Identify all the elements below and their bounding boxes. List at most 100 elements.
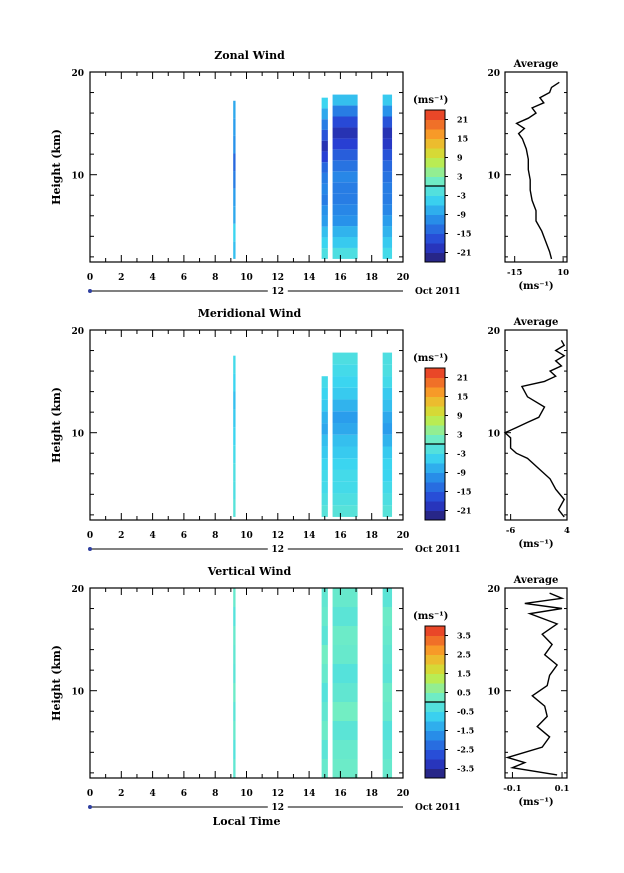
heat-cell [233, 355, 236, 374]
colorbar-tick-label: -3.5 [457, 764, 474, 774]
heat-cell [321, 626, 328, 645]
x-tick-label: 4 [149, 273, 155, 283]
heat-cell [321, 664, 328, 683]
day-label: 12 [272, 803, 285, 813]
heat-cell [332, 588, 358, 607]
average-title: Average [513, 59, 559, 70]
colorbar-segment [425, 482, 445, 492]
heat-cell [233, 607, 236, 626]
colorbar-tick-label: -9 [457, 468, 466, 478]
average-x-label: (ms⁻¹) [518, 281, 553, 292]
heat-cell [233, 445, 236, 464]
heat-cell [382, 247, 393, 259]
heat-cell [332, 607, 358, 626]
colorbar-tick-label: 9 [457, 153, 463, 163]
colorbar-tick-label: 21 [457, 115, 468, 125]
colorbar-segment [425, 148, 445, 158]
heat-cell [382, 237, 393, 248]
heat-cell [382, 607, 393, 626]
average-profile-line [505, 592, 565, 776]
heat-cell [382, 702, 393, 721]
heat-cell [321, 470, 328, 482]
heat-cell [321, 721, 328, 740]
x-tick-label: 18 [365, 789, 378, 799]
colorbar-tick-label: -1.5 [457, 726, 474, 736]
y-tick-label: 20 [71, 585, 84, 595]
x-tick-label: 6 [181, 789, 187, 799]
heat-cell [321, 434, 328, 447]
heat-cell [332, 105, 358, 117]
heat-cell [332, 664, 358, 683]
heat-cell [233, 588, 236, 607]
heat-cell [321, 237, 328, 249]
day-label-bg [267, 801, 288, 812]
heat-cell [382, 481, 393, 494]
panel-title: Zonal Wind [214, 49, 285, 62]
heat-cell [321, 162, 328, 173]
average-x-tick-label: -6 [506, 526, 516, 536]
heat-cell [382, 364, 393, 377]
x-tick-label: 10 [240, 531, 253, 541]
x-tick-label: 14 [303, 531, 316, 541]
heat-cell [321, 129, 328, 141]
colorbar-segment [425, 721, 445, 731]
heat-cell [332, 645, 358, 664]
day-marker [88, 547, 92, 551]
average-y-tick-label: 20 [487, 585, 500, 595]
x-tick-label: 20 [397, 789, 410, 799]
heat-cell [332, 759, 358, 778]
average-x-tick-label: -15 [507, 268, 522, 278]
heat-cell [382, 387, 393, 400]
heat-cell [233, 721, 236, 740]
x-tick-label: 16 [334, 789, 347, 799]
heat-cell [332, 138, 358, 150]
x-tick-label: 10 [240, 273, 253, 283]
y-tick-label: 10 [71, 430, 84, 440]
heat-cell [321, 446, 328, 459]
heat-cell [233, 171, 236, 189]
heat-cell [321, 423, 328, 435]
heat-cell [233, 391, 236, 410]
colorbar-segment [425, 406, 445, 416]
heat-cell [321, 151, 328, 163]
heat-cell [332, 481, 358, 494]
y-tick-label: 20 [71, 69, 84, 79]
heat-cell [332, 204, 358, 216]
heat-cell [382, 493, 393, 506]
y-tick-label: 10 [71, 688, 84, 698]
heat-cell [321, 172, 328, 184]
colorbar-tick-label: 15 [457, 134, 468, 144]
colorbar-label: (ms⁻¹) [413, 353, 448, 364]
heat-cell [382, 721, 393, 740]
colorbar-segment [425, 434, 445, 445]
heat-cell [382, 626, 393, 645]
heat-cell [233, 153, 236, 172]
colorbar-segment [425, 205, 445, 215]
heat-cell [382, 94, 393, 106]
heat-cell [332, 387, 358, 400]
heat-cell [332, 226, 358, 238]
colorbar-segment [425, 176, 445, 187]
average-y-tick-label: 20 [487, 327, 500, 337]
date-label: Oct 2011 [415, 287, 461, 297]
panel-1: Zonal Wind 0 2 4 6 8 10 12 14 16 18 20 10 20 Height (k… [50, 49, 569, 297]
average-y-tick-label: 20 [487, 69, 500, 79]
heat-cell [321, 740, 328, 759]
colorbar-segment [425, 730, 445, 741]
average-x-tick-label: 0.1 [555, 784, 570, 794]
average-y-tick-label: 10 [487, 172, 500, 182]
colorbar-tick-label: 3 [457, 172, 463, 182]
heat-cell [382, 160, 393, 172]
x-axis-label: Local Time [213, 815, 281, 828]
heat-cell [382, 149, 393, 161]
colorbar-segment [425, 453, 445, 464]
heat-cell [382, 434, 393, 447]
heat-cell [382, 171, 393, 183]
date-label: Oct 2011 [415, 803, 461, 813]
heat-cell [321, 588, 328, 607]
heat-cell [382, 105, 393, 117]
colorbar-segment [425, 157, 445, 168]
colorbar-tick-label: 15 [457, 392, 468, 402]
colorbar-segment [425, 711, 445, 722]
heat-cell [321, 194, 328, 206]
